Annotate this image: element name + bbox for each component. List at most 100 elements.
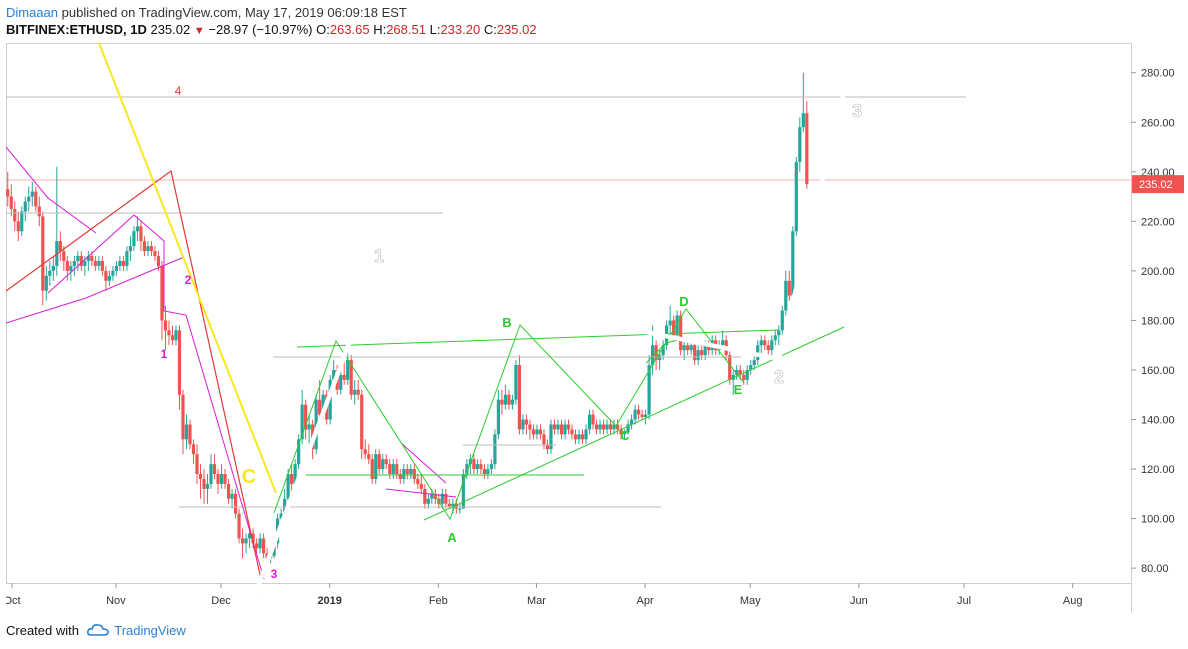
candle-body — [293, 464, 297, 484]
candle — [805, 101, 809, 189]
candle — [412, 464, 416, 484]
price-chart[interactable]: 1 2 3 A B C D E C 1 2 3 4 80.00 100.00 120… — [3, 42, 1184, 613]
price-change: −28.97 (−10.97%) — [208, 22, 313, 37]
candle-body — [16, 221, 20, 232]
red-label-4: 4 — [175, 84, 182, 98]
candle-body — [503, 394, 508, 405]
publish-text: published on TradingView.com, May 17, 20… — [61, 5, 407, 20]
candle — [395, 459, 399, 479]
candle — [107, 270, 111, 286]
candle-body — [398, 474, 402, 479]
candle-body — [735, 369, 739, 375]
plot-frame — [6, 43, 1132, 584]
candle-body — [167, 330, 171, 336]
chart-header: Dimaaan published on TradingView.com, Ma… — [0, 0, 1188, 42]
candle-body — [454, 503, 458, 509]
candle — [524, 414, 529, 435]
candle — [426, 493, 430, 509]
candle-body — [559, 424, 564, 435]
candle-body — [679, 315, 683, 351]
candle-body — [601, 424, 606, 430]
candle — [384, 454, 388, 470]
candle — [153, 246, 157, 261]
price-tick-label: 200.00 — [1141, 266, 1175, 278]
candle — [388, 459, 392, 479]
candle-body — [416, 478, 420, 484]
candle — [770, 335, 774, 356]
candle-body — [444, 493, 448, 504]
candle-body — [598, 424, 602, 430]
candle — [531, 424, 536, 440]
candle-body — [244, 538, 248, 544]
candle-body — [381, 459, 385, 470]
price-tag-background — [1132, 175, 1184, 194]
chart-area[interactable]: 1 2 3 A B C D E C 1 2 3 4 80.00 100.00 120… — [3, 42, 1184, 613]
magenta-wedge-lower — [5, 256, 185, 324]
candle — [573, 429, 578, 445]
candle — [48, 260, 52, 286]
symbol-name: BITFINEX:ETHUSD, 1D — [6, 22, 147, 37]
candle-body — [584, 429, 588, 440]
tradingview-cloud-icon — [86, 624, 109, 636]
candle-body — [65, 260, 69, 271]
candle — [233, 488, 238, 519]
candle-body — [728, 355, 732, 380]
candle-body — [629, 419, 634, 425]
candle — [93, 256, 97, 271]
candle-body — [212, 464, 217, 475]
candle-body — [360, 394, 364, 450]
candle — [121, 256, 126, 271]
candle-body — [261, 538, 266, 554]
candle-body — [237, 513, 241, 539]
candle-body — [770, 340, 774, 351]
candle — [749, 360, 753, 375]
candle-body — [528, 424, 532, 430]
candle-body — [72, 260, 76, 266]
candle-body — [556, 424, 560, 430]
candle — [170, 325, 175, 346]
high-value: 268.51 — [386, 22, 426, 37]
candle — [612, 419, 616, 435]
time-axis[interactable]: Oct Nov Dec 2019 Feb Mar Apr May Jun Jul Aug — [3, 583, 1082, 607]
candle — [198, 464, 203, 499]
candle-body — [626, 424, 630, 432]
close-price: 235.02 — [150, 22, 191, 37]
candle — [202, 469, 206, 504]
candle-body — [23, 201, 27, 212]
candle-body — [51, 265, 55, 271]
author-link[interactable]: Dimaaan — [6, 5, 59, 20]
magenta-segment-a — [385, 488, 457, 498]
candle — [374, 449, 378, 484]
candle-body — [752, 360, 756, 366]
candle — [647, 355, 651, 420]
candle-body — [76, 256, 80, 261]
price-tag-text: 235.02 — [1139, 179, 1173, 191]
price-axis[interactable]: 80.00 100.00 120.00 140.00 160.00 180.00 200.0… — [1131, 68, 1175, 575]
candle — [594, 419, 599, 435]
candle — [230, 488, 234, 509]
candle — [223, 469, 227, 489]
candle — [601, 419, 606, 435]
candle-body — [181, 394, 185, 440]
candle-body — [489, 464, 493, 470]
time-tick-label: Oct — [6, 595, 21, 607]
candle — [128, 236, 133, 261]
candle — [402, 464, 406, 484]
publish-info: Dimaaan published on TradingView.com, Ma… — [6, 5, 407, 20]
candle-body — [693, 345, 697, 361]
candle — [297, 434, 301, 470]
candle-body — [125, 251, 129, 266]
candle — [6, 171, 10, 207]
candle-body — [233, 493, 238, 514]
candle-body — [391, 464, 395, 475]
candle-body — [342, 374, 346, 380]
tradingview-brand-link[interactable]: TradingView — [114, 623, 186, 638]
candle — [44, 265, 48, 301]
candle-body — [37, 206, 41, 217]
candle-body — [542, 434, 546, 445]
candle-body — [349, 360, 353, 395]
candle-body — [216, 474, 220, 484]
candle — [598, 419, 602, 435]
candle-body — [184, 424, 189, 440]
candle — [258, 533, 262, 554]
